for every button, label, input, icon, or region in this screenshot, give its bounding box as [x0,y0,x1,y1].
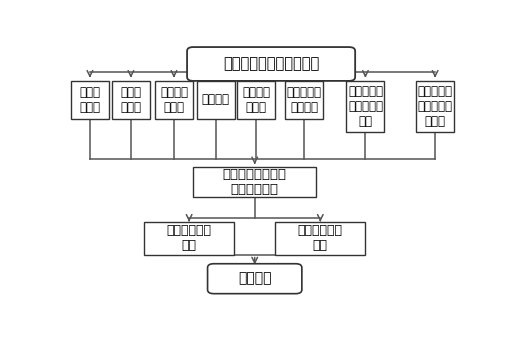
Bar [193,167,316,197]
Bar [285,81,323,119]
Text: 收集计算所需的基础数据: 收集计算所需的基础数据 [223,56,319,71]
FancyBboxPatch shape [187,47,355,81]
FancyBboxPatch shape [207,264,302,294]
Bar [416,81,454,132]
Text: 管道或加劲
梁惯性矩: 管道或加劲 梁惯性矩 [287,86,322,114]
Bar [155,81,193,119]
Bar [144,222,234,255]
Bar [346,81,385,132]
Bar [275,222,366,255]
Bar [237,81,275,119]
Text: 液弹平均
持液率: 液弹平均 持液率 [242,86,270,114]
Bar [71,81,109,119]
Text: 液弹长度: 液弹长度 [202,93,230,106]
Text: 跨越结构最大
位移: 跨越结构最大 位移 [167,224,212,252]
Text: 清管器运
行速度: 清管器运 行速度 [160,86,188,114]
Text: 判定跨越结构形式
选择计算参数: 判定跨越结构形式 选择计算参数 [223,168,287,196]
Text: 管道或加劲
梁用钢的弹
性模里: 管道或加劲 梁用钢的弹 性模里 [417,85,453,128]
Text: 跨越管
道直径: 跨越管 道直径 [121,86,141,114]
Bar [112,81,150,119]
Text: 管道或加劲
梁截面抗弯
系数: 管道或加劲 梁截面抗弯 系数 [348,85,383,128]
Text: 计算结束: 计算结束 [238,272,271,286]
Text: 跨越结
构长度: 跨越结 构长度 [79,86,101,114]
Text: 跨越结构弯曲
应力: 跨越结构弯曲 应力 [298,224,343,252]
Bar [197,81,235,119]
